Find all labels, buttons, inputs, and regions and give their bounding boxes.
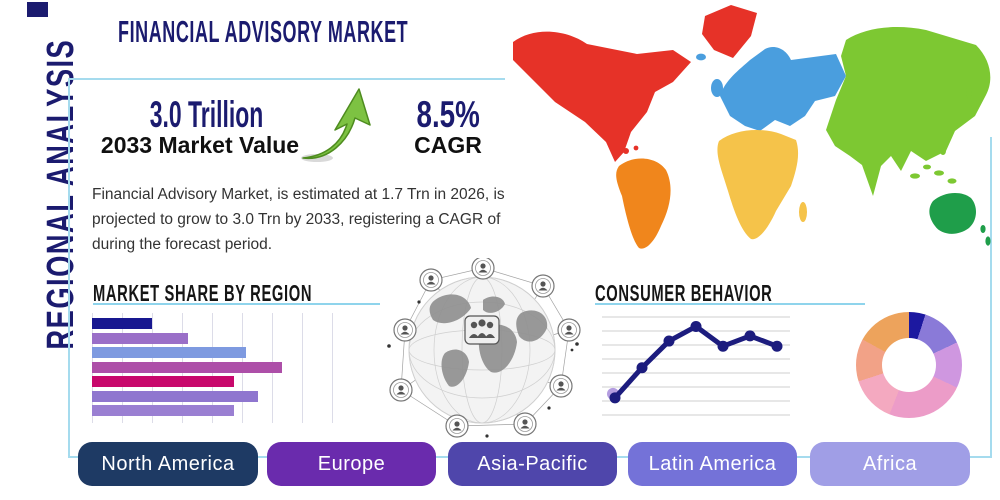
growth-arrow-icon [301, 88, 371, 162]
continent-africa [717, 129, 807, 240]
region-button-north-america[interactable]: North America [78, 442, 258, 486]
continent-south-america [616, 158, 671, 249]
globe-center-people-icon [464, 315, 500, 345]
line-marker-2 [663, 335, 675, 347]
consumer-behavior-section-title: CONSUMER BEHAVIOR [595, 280, 773, 306]
consumer-behavior-underline [595, 303, 865, 305]
market-summary-text: Financial Advisory Market, is estimated … [92, 186, 541, 254]
line-marker-0 [609, 392, 621, 404]
world-map [505, 0, 1000, 252]
bar-region-6 [92, 405, 234, 416]
line-marker-6 [771, 340, 783, 352]
cagr-stat: 8.5% [416, 94, 480, 135]
region-button-europe[interactable]: Europe [267, 442, 436, 486]
globe-scatter-dots [387, 300, 579, 438]
line-marker-3 [690, 320, 702, 332]
page-title: FINANCIAL ADVISORY MARKET [118, 14, 618, 50]
globe-network-nodes [389, 258, 581, 438]
continent-australia [929, 192, 991, 246]
line-marker-4 [717, 340, 729, 352]
market-value-label: 2033 Market Value [100, 132, 300, 158]
corner-accent-square [27, 2, 48, 17]
line-marker-5 [744, 330, 756, 342]
consumer-donut-chart [856, 312, 962, 418]
bar-chart-gridline [332, 313, 333, 423]
consumer-behavior-line-chart [602, 316, 790, 416]
page-title-text: FINANCIAL ADVISORY MARKET [118, 14, 409, 49]
cagr-label: CAGR [414, 132, 482, 158]
region-button-africa[interactable]: Africa [810, 442, 970, 486]
market-value-stat: 3.0 Trillion [149, 94, 264, 135]
bar-region-1 [92, 332, 188, 344]
continent-europe [696, 47, 846, 131]
globe-continents [429, 294, 548, 387]
market-share-bar-chart [92, 313, 333, 425]
continent-north-america [513, 5, 757, 163]
line-marker-1 [636, 362, 648, 374]
market-share-section-title: MARKET SHARE BY REGION [93, 280, 313, 306]
region-button-latin-america[interactable]: Latin America [628, 442, 797, 486]
bar-region-3 [92, 361, 282, 373]
growth-arrow-shape [302, 88, 371, 159]
continent-asia [826, 27, 991, 197]
region-button-asia-pacific[interactable]: Asia-Pacific [448, 442, 617, 486]
bar-chart-gridline [302, 313, 303, 423]
bar-region-5 [92, 390, 258, 402]
bar-region-0 [92, 318, 152, 329]
market-share-underline [93, 303, 380, 305]
globe-network-graphic [387, 258, 581, 438]
bar-region-4 [92, 376, 234, 387]
bar-region-2 [92, 347, 246, 358]
